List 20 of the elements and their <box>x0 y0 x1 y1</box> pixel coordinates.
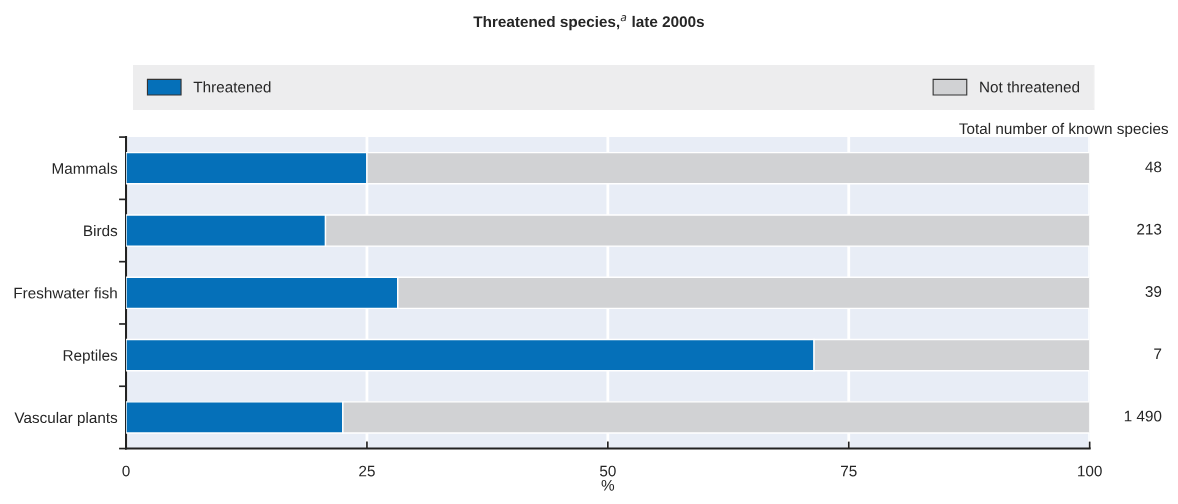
x-tick-label: 50 <box>599 465 616 477</box>
text: 213 <box>1137 223 1162 235</box>
y-tick-label: Mammals <box>52 162 118 174</box>
chart-title: Threatened species,$^{a}$ late 2000s <box>473 15 704 31</box>
text: 48 <box>1145 161 1162 173</box>
x-tick-label: 25 <box>359 465 375 477</box>
legend-label: Not threatened <box>980 81 1080 93</box>
y-tick-label: Freshwater fish <box>14 287 117 299</box>
x-tick-label: 75 <box>841 465 857 477</box>
y-tick-label: Vascular plants <box>14 411 118 427</box>
text: 39 <box>1145 286 1162 297</box>
annotation: Total number of known species <box>959 122 1169 138</box>
y-tick-label: Reptiles <box>63 349 118 364</box>
x-tick-label: 100 <box>1078 465 1102 477</box>
legend-label: Threatened <box>193 81 271 93</box>
text: 1 490 <box>1124 410 1162 422</box>
x-tick-label: 0 <box>122 465 130 477</box>
text: 7 <box>1154 348 1162 360</box>
x-axis-title: % <box>601 479 615 491</box>
y-tick-label: Birds <box>84 224 118 237</box>
